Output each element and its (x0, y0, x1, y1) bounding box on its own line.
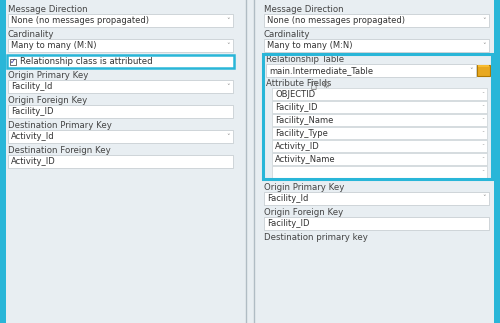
Text: ˇ: ˇ (226, 17, 230, 24)
Text: Facility_Id: Facility_Id (267, 194, 308, 203)
Text: Activity_Id: Activity_Id (11, 132, 54, 141)
Text: Message Direction: Message Direction (264, 5, 344, 14)
FancyBboxPatch shape (478, 65, 489, 67)
Text: ˇ: ˇ (482, 105, 484, 109)
Text: Activity_Name: Activity_Name (275, 154, 336, 163)
FancyBboxPatch shape (264, 39, 489, 52)
Text: OBJECTID: OBJECTID (275, 89, 315, 99)
Text: Destination Primary Key: Destination Primary Key (8, 121, 112, 130)
Text: ˇ: ˇ (482, 130, 484, 136)
Text: ✓: ✓ (10, 57, 16, 66)
FancyBboxPatch shape (272, 114, 487, 126)
Text: ⓥ: ⓥ (311, 79, 317, 89)
FancyBboxPatch shape (0, 0, 6, 323)
Text: ˇ: ˇ (226, 133, 230, 140)
FancyBboxPatch shape (8, 130, 233, 143)
Text: ˇ: ˇ (469, 68, 473, 74)
FancyBboxPatch shape (8, 14, 233, 27)
Text: Relationship class is attributed: Relationship class is attributed (20, 57, 152, 66)
Text: Cardinality: Cardinality (8, 30, 54, 39)
Text: ˇ: ˇ (482, 157, 484, 162)
Text: Cardinality: Cardinality (264, 30, 310, 39)
FancyBboxPatch shape (272, 140, 487, 152)
Text: Many to many (M:N): Many to many (M:N) (267, 41, 352, 50)
Text: Origin Foreign Key: Origin Foreign Key (8, 96, 87, 105)
Text: Facility_Name: Facility_Name (275, 116, 334, 124)
Text: ˇ: ˇ (482, 143, 484, 149)
Text: Relationship Table: Relationship Table (266, 55, 344, 64)
Text: Facility_ID: Facility_ID (267, 219, 310, 228)
FancyBboxPatch shape (477, 65, 490, 76)
FancyBboxPatch shape (272, 127, 487, 139)
FancyBboxPatch shape (264, 192, 489, 205)
FancyBboxPatch shape (10, 58, 16, 65)
Text: Activity_ID: Activity_ID (11, 157, 56, 166)
FancyBboxPatch shape (264, 14, 489, 27)
Text: main.Intermediate_Table: main.Intermediate_Table (269, 66, 373, 75)
Text: ˇ: ˇ (482, 118, 484, 122)
FancyBboxPatch shape (7, 55, 234, 68)
Text: Origin Primary Key: Origin Primary Key (264, 183, 344, 192)
Text: Message Direction: Message Direction (8, 5, 87, 14)
FancyBboxPatch shape (494, 0, 500, 323)
Text: Destination Foreign Key: Destination Foreign Key (8, 146, 111, 155)
Text: Attribute Fields: Attribute Fields (266, 79, 332, 88)
FancyBboxPatch shape (272, 88, 487, 100)
Text: Origin Primary Key: Origin Primary Key (8, 71, 88, 80)
FancyBboxPatch shape (8, 105, 233, 118)
Text: Facility_Type: Facility_Type (275, 129, 328, 138)
Text: None (no messages propagated): None (no messages propagated) (267, 16, 405, 25)
Text: ˇ: ˇ (482, 170, 484, 174)
FancyBboxPatch shape (272, 166, 487, 178)
Text: Facility_Id: Facility_Id (11, 82, 52, 91)
Text: Destination primary key: Destination primary key (264, 233, 368, 242)
Text: ˇ: ˇ (482, 43, 486, 48)
Text: ˇ: ˇ (482, 195, 486, 202)
Text: Activity_ID: Activity_ID (275, 141, 320, 151)
FancyBboxPatch shape (272, 101, 487, 113)
FancyBboxPatch shape (266, 64, 476, 77)
Text: ˇ: ˇ (226, 84, 230, 89)
Text: ˇ: ˇ (482, 91, 484, 97)
Text: ˇ: ˇ (226, 43, 230, 48)
FancyBboxPatch shape (272, 153, 487, 165)
Text: ˇ: ˇ (482, 17, 486, 24)
Text: None (no messages propagated): None (no messages propagated) (11, 16, 149, 25)
FancyBboxPatch shape (8, 80, 233, 93)
FancyBboxPatch shape (264, 217, 489, 230)
Text: ⚙: ⚙ (321, 79, 330, 89)
Text: Facility_ID: Facility_ID (11, 107, 53, 116)
Text: Many to many (M:N): Many to many (M:N) (11, 41, 96, 50)
FancyBboxPatch shape (8, 39, 233, 52)
Text: Facility_ID: Facility_ID (275, 102, 318, 111)
FancyBboxPatch shape (8, 155, 233, 168)
Text: Origin Foreign Key: Origin Foreign Key (264, 208, 343, 217)
